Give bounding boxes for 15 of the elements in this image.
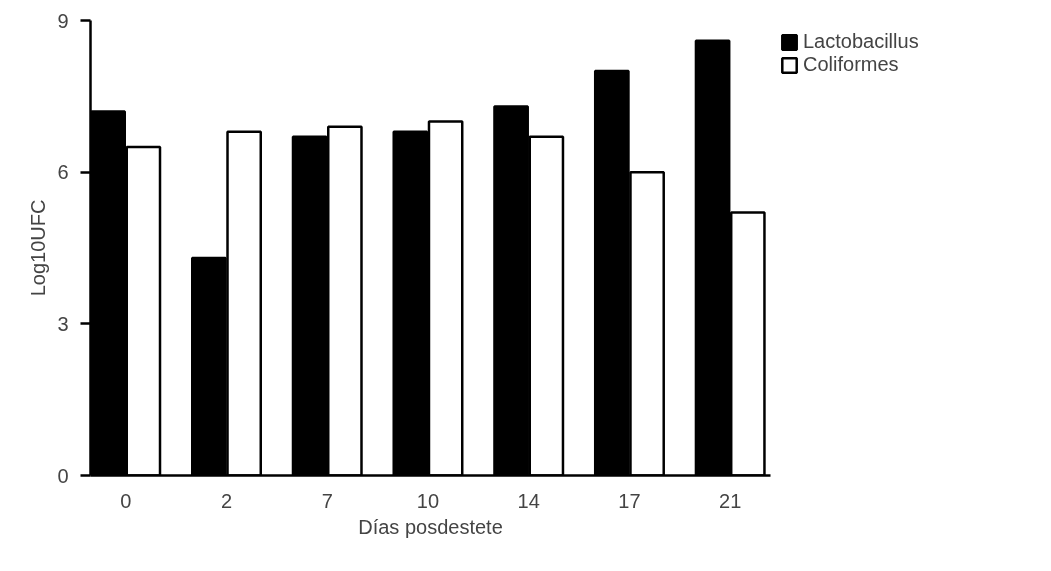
y-tick-label: 6	[57, 161, 69, 184]
x-tick-label: 21	[719, 489, 742, 512]
y-tick-label: 3	[57, 312, 69, 335]
x-tick-label: 7	[321, 489, 333, 512]
x-tick-label: 2	[220, 489, 233, 512]
y-tick-label: 0	[57, 464, 69, 487]
legend-label: Lactobacillus	[803, 30, 919, 53]
x-axis-title: Días posdestete	[358, 515, 503, 538]
x-tick-label: 14	[517, 489, 540, 512]
y-axis-title: Log10UFC	[27, 199, 50, 297]
x-tick-label: 17	[618, 489, 641, 512]
x-tick-label: 10	[416, 489, 440, 512]
x-tick-label: 0	[120, 489, 132, 512]
legend-label: Coliformes	[803, 53, 899, 76]
y-tick-label: 9	[57, 9, 69, 32]
